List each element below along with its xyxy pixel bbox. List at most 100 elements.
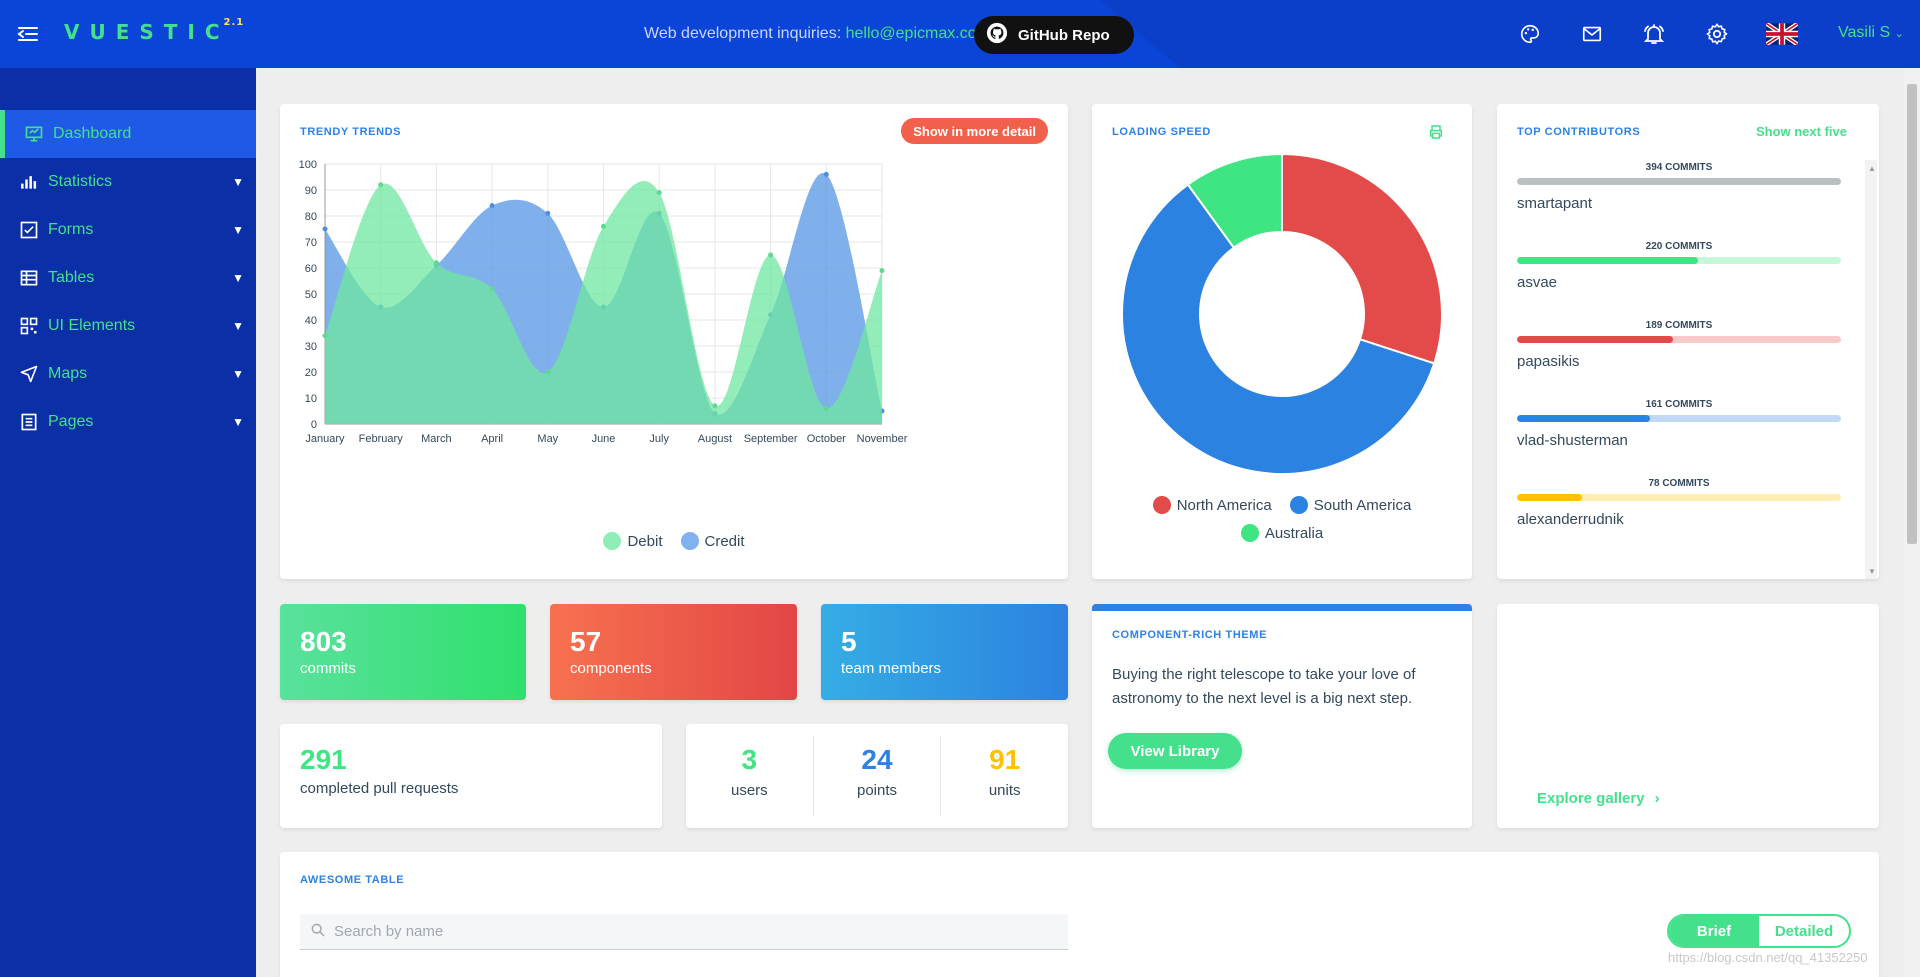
chevron-down-icon: ▼ [232,415,244,429]
legend-swatch [603,532,622,550]
watermark: https://blog.csdn.net/qq_41352250 [1668,950,1868,965]
sidebar-item-forms[interactable]: Forms ▼ [0,206,256,254]
data-point [601,223,606,229]
y-tick-label: 70 [305,237,317,249]
stat-caption: users [730,782,768,799]
pull-requests-value: 291 [300,744,347,775]
progress-bar [1517,415,1841,422]
sidebar-item-tables[interactable]: Tables ▼ [0,254,256,302]
tile-caption: components [570,660,652,677]
x-tick-label: May [537,433,558,445]
awesome-table-card: AWESOME TABLE Search by name Brief Detai… [280,852,1879,977]
progress-fill [1517,494,1582,501]
brief-toggle-button[interactable]: Brief [1669,916,1759,946]
sidebar-item-maps[interactable]: Maps ▼ [0,350,256,398]
legend-item-credit[interactable]: Credit [680,532,745,550]
sidebar: Dashboard Statistics ▼ Forms ▼ Tables ▼ … [0,68,256,977]
data-point [378,182,384,188]
y-tick-label: 10 [305,393,317,405]
bell-icon[interactable] [1639,20,1669,48]
search-placeholder: Search by name [334,923,444,940]
contributor-item: 394 COMMITS smartapant [1517,162,1841,212]
contributor-name: smartapant [1517,195,1593,212]
data-point [823,405,829,411]
data-point [433,260,439,266]
page-scrollbar[interactable] [1904,68,1920,977]
mail-icon[interactable] [1577,20,1607,48]
sidebar-item-statistics[interactable]: Statistics ▼ [0,158,256,206]
view-library-button[interactable]: View Library [1108,733,1242,769]
sidebar-item-ui-elements[interactable]: UI Elements ▼ [0,302,256,350]
scroll-down-icon[interactable]: ▼ [1868,567,1876,576]
theme-card: COMPONENT-RICH THEME Buying the right te… [1092,604,1472,828]
user-menu[interactable]: Vasili S ⌄ [1838,24,1904,41]
show-more-detail-button[interactable]: Show in more detail [901,118,1048,144]
progress-fill [1517,415,1650,422]
legend-item-south-america[interactable]: South America [1289,496,1411,514]
checkbox-icon [18,219,40,241]
x-tick-label: July [649,433,669,445]
contributors-scrollbar[interactable]: ▲ ▼ [1865,160,1877,579]
scroll-up-icon[interactable]: ▲ [1868,164,1876,173]
y-tick-label: 40 [305,315,317,327]
progress-fill [1517,336,1673,343]
inquiry-text: Web development inquiries: hello@epicmax… [644,25,977,42]
search-input[interactable]: Search by name [300,914,1068,950]
x-tick-label: October [807,433,846,445]
data-point [545,369,551,375]
show-next-five-link[interactable]: Show next five [1755,124,1847,139]
palette-icon[interactable] [1515,20,1545,48]
theme-card-title: COMPONENT-RICH THEME [1112,629,1267,641]
x-tick-label: August [698,433,732,445]
legend-item-north-america[interactable]: North America [1152,496,1272,514]
view-mode-toggle[interactable]: Brief Detailed [1667,914,1851,948]
gallery-card: Explore gallery › [1497,604,1879,828]
team-members-tile: 5 team members [821,604,1068,700]
tile-value: 5 [841,626,857,657]
scrollbar-thumb[interactable] [1907,84,1917,544]
commits-tile: 803 commits [280,604,526,700]
donut-slice-south-america[interactable] [1121,183,1436,475]
sidebar-item-dashboard[interactable]: Dashboard [0,110,256,158]
monitor-icon [23,123,45,145]
commit-count: 220 COMMITS [1645,241,1713,252]
legend-item-debit[interactable]: Debit [603,532,663,550]
data-point [322,226,328,232]
x-tick-label: February [359,433,404,445]
github-repo-button[interactable]: GitHub Repo [974,16,1134,54]
legend-swatch [1152,496,1171,514]
uk-flag-icon[interactable] [1766,20,1798,48]
loading-speed-donut [1121,154,1443,475]
detailed-toggle-button[interactable]: Detailed [1774,922,1834,940]
chevron-down-icon: ▼ [232,223,244,237]
chevron-down-icon: ▼ [232,271,244,285]
contact-email-link[interactable]: hello@epicmax.co [845,25,977,42]
x-tick-label: April [481,433,503,445]
legend-swatch [1240,524,1259,542]
stat-value: 3 [741,744,758,775]
bar-chart-icon [18,171,40,193]
contributor-name: asvae [1517,274,1558,291]
gear-icon[interactable] [1702,20,1732,48]
y-tick-label: 60 [305,263,317,275]
y-tick-label: 20 [305,367,317,379]
data-point [656,190,662,196]
app-logo[interactable]: VUESTIC2.1 [64,17,245,44]
pull-requests-caption: completed pull requests [300,780,459,797]
menu-collapse-icon[interactable] [16,22,40,46]
trends-card: TRENDY TRENDS Show in more detail 0 10 20 3… [280,104,1068,579]
data-point [489,286,495,292]
y-tick-label: 50 [305,289,317,301]
trends-legend: Debit Credit [280,532,1068,550]
donut-slice-north-america[interactable] [1281,154,1443,365]
progress-bar [1517,494,1841,501]
donut-slice-australia[interactable] [1186,154,1283,250]
legend-item-australia[interactable]: Australia [1240,524,1323,542]
print-icon[interactable] [1428,124,1444,145]
search-icon [310,922,326,942]
sidebar-item-pages[interactable]: Pages ▼ [0,398,256,446]
contributor-name: vlad-shusterman [1517,432,1628,449]
explore-gallery-link[interactable]: Explore gallery › [1537,790,1660,807]
legend-swatch [680,532,699,550]
progress-bar [1517,178,1841,185]
